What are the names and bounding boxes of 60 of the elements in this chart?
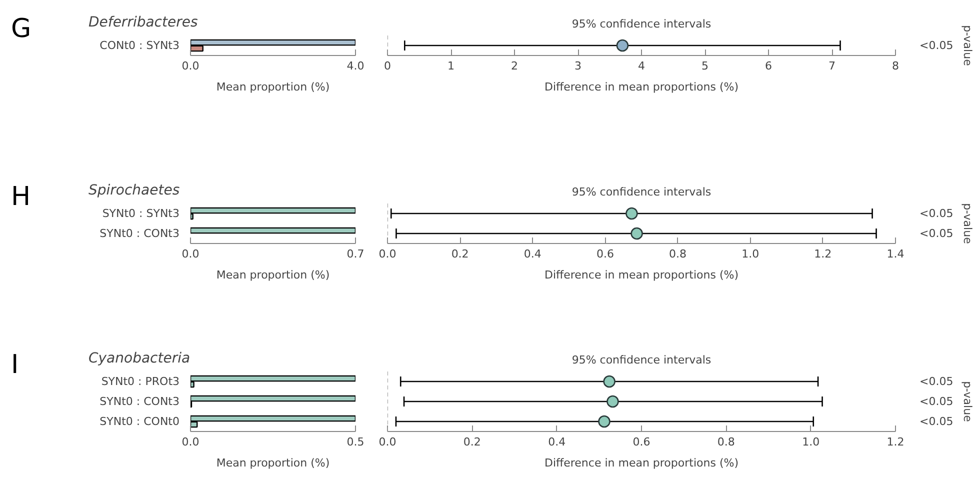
text: <0.05	[920, 39, 954, 52]
text: <0.05	[920, 227, 954, 240]
x-tick-label: 0	[384, 60, 391, 72]
x-tick-label: 8	[892, 60, 899, 72]
x-tick-label: 4.0	[346, 60, 364, 72]
text: G	[11, 13, 32, 46]
x-tick-label: 0.0	[182, 248, 200, 260]
x-tick-label: 0.0	[378, 248, 396, 260]
x-tick-label: 1	[448, 60, 454, 72]
x-axis-title: Mean proportion (%)	[216, 268, 330, 282]
x-tick-label: 0.7	[346, 248, 364, 260]
x-tick-label: 3	[574, 60, 582, 72]
text: H	[11, 181, 31, 214]
x-tick-label: 1.2	[814, 248, 832, 260]
x-tick-label: 6	[765, 60, 772, 72]
y-tick-label: SYNt0 : CONt3	[100, 227, 180, 240]
y-tick-label: SYNt0 : CONt0	[100, 415, 180, 428]
x-tick-label: 1.0	[742, 248, 760, 260]
x-tick-label: 7	[828, 60, 836, 72]
x-tick-label: 0.0	[182, 60, 200, 72]
text: <0.05	[920, 207, 954, 220]
text: <0.05	[920, 415, 954, 428]
x-tick-label: 0.6	[632, 436, 650, 448]
chart-title: Spirochaetes	[88, 182, 180, 198]
y2-axis-title: p-value	[961, 381, 974, 422]
x-axis-title: Difference in mean proportions (%)	[544, 268, 738, 282]
y-tick-label: SYNt0 : CONt3	[100, 395, 180, 408]
x-tick-label: 0.0	[182, 436, 200, 448]
text: <0.05	[920, 375, 954, 388]
chart-title: Cyanobacteria	[88, 350, 190, 366]
x-tick-label: 0.4	[524, 248, 542, 260]
x-tick-label: 0.8	[717, 436, 735, 448]
x-tick-label: 1.4	[886, 248, 904, 260]
x-tick-label: 0.2	[463, 436, 481, 448]
chart-title: Deferribacteres	[88, 14, 198, 30]
y-tick-label: CONt0 : SYNt3	[100, 39, 180, 52]
y2-axis-title: p-value	[961, 25, 974, 66]
x-tick-label: 4	[638, 60, 645, 72]
chart-title: 95% confidence intervals	[572, 354, 712, 366]
chart-title: 95% confidence intervals	[572, 186, 712, 198]
text: I	[11, 349, 19, 382]
x-tick-label: 0.2	[451, 248, 469, 260]
text: 95% confidence intervals	[572, 18, 712, 30]
x-tick-label: 1.0	[802, 436, 820, 448]
x-tick-label: 2	[511, 60, 518, 72]
x-tick-label: 0.6	[596, 248, 614, 260]
x-tick-label: 0.4	[548, 436, 566, 448]
x-axis-title: Mean proportion (%)	[216, 456, 330, 470]
y-tick-label: SYNt0 : SYNt3	[102, 207, 180, 220]
x-tick-label: 5	[702, 60, 708, 72]
x-axis-title: Mean proportion (%)	[216, 80, 330, 94]
x-tick-label: 0.5	[346, 436, 364, 448]
x-axis-title: Difference in mean proportions (%)	[544, 456, 738, 470]
y-tick-label: SYNt0 : PROt3	[101, 375, 180, 388]
x-tick-label: 0.0	[378, 436, 396, 448]
y2-axis-title: p-value	[961, 203, 974, 244]
text: <0.05	[920, 395, 954, 408]
x-tick-label: 0.8	[669, 248, 687, 260]
x-tick-label: 1.2	[886, 436, 904, 448]
x-axis-title: Difference in mean proportions (%)	[544, 80, 738, 94]
